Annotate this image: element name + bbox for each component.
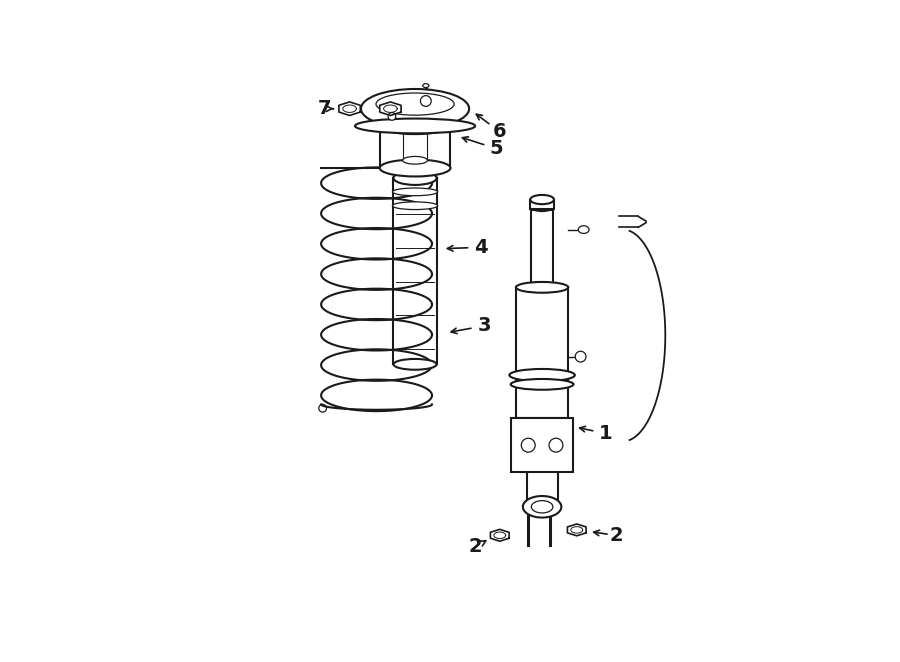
- Ellipse shape: [393, 171, 436, 185]
- Ellipse shape: [530, 201, 554, 211]
- Ellipse shape: [380, 117, 451, 134]
- FancyBboxPatch shape: [511, 418, 573, 472]
- Ellipse shape: [523, 496, 562, 518]
- Circle shape: [319, 404, 327, 412]
- Ellipse shape: [393, 359, 436, 370]
- Ellipse shape: [510, 379, 573, 390]
- Ellipse shape: [392, 202, 437, 210]
- FancyBboxPatch shape: [530, 199, 554, 209]
- Ellipse shape: [402, 122, 428, 130]
- Text: 2: 2: [468, 537, 482, 555]
- Ellipse shape: [423, 83, 429, 87]
- Ellipse shape: [355, 118, 475, 133]
- Text: 1: 1: [599, 424, 613, 443]
- Ellipse shape: [392, 174, 437, 182]
- Circle shape: [388, 113, 396, 120]
- Ellipse shape: [380, 160, 451, 177]
- Text: 6: 6: [493, 122, 507, 141]
- Text: 4: 4: [474, 238, 488, 257]
- Polygon shape: [567, 524, 586, 536]
- Text: 2: 2: [610, 526, 624, 545]
- Circle shape: [521, 438, 535, 452]
- Ellipse shape: [402, 156, 428, 164]
- Circle shape: [575, 352, 586, 362]
- Ellipse shape: [376, 93, 454, 115]
- Polygon shape: [380, 102, 401, 115]
- Circle shape: [549, 438, 562, 452]
- Ellipse shape: [531, 500, 553, 513]
- Ellipse shape: [516, 282, 568, 293]
- FancyBboxPatch shape: [516, 287, 568, 418]
- Ellipse shape: [361, 89, 469, 128]
- Ellipse shape: [579, 226, 590, 234]
- Text: 3: 3: [478, 316, 491, 336]
- Text: 7: 7: [318, 99, 331, 118]
- Text: 7: 7: [412, 99, 426, 118]
- Ellipse shape: [509, 369, 575, 381]
- Text: 5: 5: [490, 139, 503, 158]
- Ellipse shape: [530, 195, 554, 204]
- Ellipse shape: [392, 188, 437, 196]
- FancyBboxPatch shape: [531, 211, 553, 287]
- Polygon shape: [339, 102, 360, 115]
- Circle shape: [420, 95, 431, 107]
- Polygon shape: [491, 530, 509, 542]
